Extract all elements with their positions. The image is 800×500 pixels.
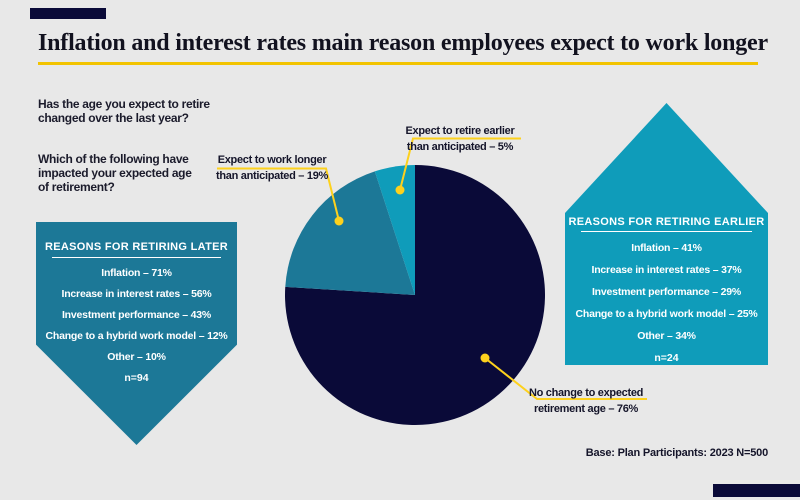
reasons-later-rule [52,257,221,258]
pie-slice-1 [285,171,415,295]
reason-item: Investment performance – 29% [591,286,742,298]
pie-label-no-change: No change to expected retirement age – 7… [528,387,644,415]
bottom-right-accent-bar [713,484,800,497]
reasons-later-n: n=94 [124,372,149,384]
reasons-earlier-content: REASONS FOR RETIRING EARLIER Inflation –… [565,213,768,364]
title-underline [38,62,758,65]
question-retire-change: Has the age you expect to retire changed… [38,97,210,125]
reason-item: Investment performance – 43% [61,309,212,321]
reason-item: Other – 10% [107,351,166,363]
reasons-earlier-n: n=24 [654,352,679,364]
reason-item: Change to a hybrid work model – 12% [45,330,228,342]
reasons-later-content: REASONS FOR RETIRING LATER Inflation – 7… [36,222,237,384]
pie-slice-0 [285,165,545,425]
reason-item: Change to a hybrid work model – 25% [575,308,758,320]
reason-item: Inflation – 41% [631,242,702,254]
question-impact: Which of the following have impacted you… [38,152,192,194]
page-title: Inflation and interest rates main reason… [38,30,768,56]
reasons-earlier-box: REASONS FOR RETIRING EARLIER Inflation –… [565,103,768,365]
reason-item: Other – 34% [637,330,696,342]
reasons-earlier-rule [581,231,752,232]
pie-slice-2 [374,165,415,295]
top-left-accent-bar [30,8,106,19]
reason-item: Increase in interest rates – 37% [591,264,742,276]
reasons-later-header: REASONS FOR RETIRING LATER [45,241,228,253]
reasons-later-list: Inflation – 71% Increase in interest rate… [36,267,237,363]
base-note: Base: Plan Participants: 2023 N=500 [585,447,768,459]
pie-label-retire-earlier: Expect to retire earlier than anticipate… [405,125,515,153]
reasons-earlier-header: REASONS FOR RETIRING EARLIER [568,216,765,228]
pie-chart [285,165,545,425]
reasons-earlier-list: Inflation – 41% Increase in interest rate… [565,242,768,342]
pie-label-work-longer: Expect to work longer than anticipated –… [216,154,328,182]
reasons-later-box: REASONS FOR RETIRING LATER Inflation – 7… [36,222,237,445]
reason-item: Inflation – 71% [101,267,172,279]
reason-item: Increase in interest rates – 56% [61,288,212,300]
